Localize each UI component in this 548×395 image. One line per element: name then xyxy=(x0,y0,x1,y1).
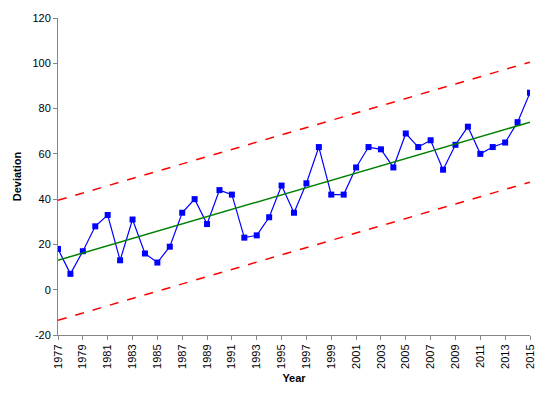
svg-text:2001: 2001 xyxy=(350,344,362,368)
svg-text:40: 40 xyxy=(39,193,51,205)
svg-text:2005: 2005 xyxy=(399,344,411,368)
svg-text:1993: 1993 xyxy=(250,344,262,368)
svg-text:1981: 1981 xyxy=(101,344,113,368)
svg-text:2009: 2009 xyxy=(449,344,461,368)
svg-text:1991: 1991 xyxy=(225,344,237,368)
svg-text:0: 0 xyxy=(45,284,51,296)
svg-text:60: 60 xyxy=(39,148,51,160)
svg-text:100: 100 xyxy=(32,57,50,69)
svg-text:Deviation: Deviation xyxy=(11,151,23,201)
svg-text:Year: Year xyxy=(282,372,306,384)
svg-text:2013: 2013 xyxy=(499,344,511,368)
svg-text:120: 120 xyxy=(32,12,50,24)
svg-text:1989: 1989 xyxy=(201,344,213,368)
svg-text:1983: 1983 xyxy=(126,344,138,368)
svg-text:1987: 1987 xyxy=(176,344,188,368)
svg-text:1977: 1977 xyxy=(52,344,64,368)
svg-text:-20: -20 xyxy=(35,329,51,341)
svg-text:1995: 1995 xyxy=(275,344,287,368)
svg-text:2011: 2011 xyxy=(474,344,486,368)
svg-text:1999: 1999 xyxy=(325,344,337,368)
svg-text:1997: 1997 xyxy=(300,344,312,368)
svg-text:2015: 2015 xyxy=(524,344,536,368)
svg-text:80: 80 xyxy=(39,102,51,114)
svg-text:1979: 1979 xyxy=(76,344,88,368)
svg-text:2007: 2007 xyxy=(424,344,436,368)
svg-text:1985: 1985 xyxy=(151,344,163,368)
svg-text:20: 20 xyxy=(39,238,51,250)
svg-text:2003: 2003 xyxy=(375,344,387,368)
